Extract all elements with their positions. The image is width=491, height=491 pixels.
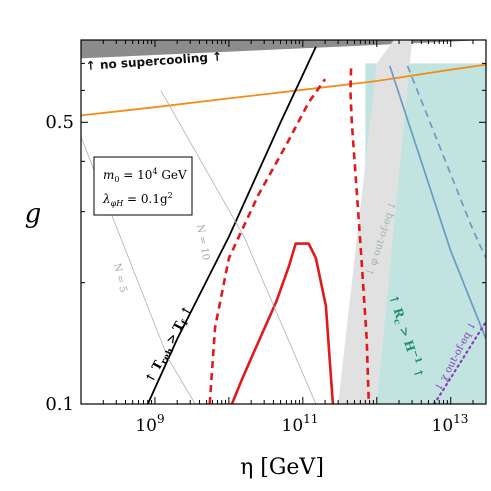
series-gray-n10 xyxy=(160,90,317,404)
rc-sub: c xyxy=(391,318,402,327)
x-tick-1e9-base: 10 xyxy=(135,416,157,436)
treh-post: ↑ xyxy=(176,303,195,322)
x-tick-label-1e13: 1013 xyxy=(432,412,469,436)
series-red-solid xyxy=(230,242,335,404)
series-red-dashed-right xyxy=(349,68,371,404)
lambda-sub: φH xyxy=(111,199,125,208)
series-orange xyxy=(81,63,486,117)
m-symbol: m xyxy=(103,168,114,182)
x-tick-1e11-exp: 11 xyxy=(303,412,318,426)
x-tick-label-1e9: 109 xyxy=(135,412,164,436)
x-tick-1e9-exp: 9 xyxy=(157,412,165,426)
m-unit: GeV xyxy=(158,168,188,182)
series-red-dashed-left xyxy=(208,78,327,404)
y-tick-label-0.5: 0.5 xyxy=(45,112,74,133)
rc-sup: −1 xyxy=(409,349,423,365)
shaded-regions xyxy=(81,40,486,404)
m-sub: 0 xyxy=(114,175,119,184)
y-tick-label-0.1: 0.1 xyxy=(45,394,74,415)
series-blue-solid xyxy=(388,65,486,340)
param-line2: λφH = 0.1g2 xyxy=(102,191,173,208)
series-black xyxy=(146,46,317,404)
param-box-frame xyxy=(93,156,193,216)
m-eq: = 10 xyxy=(119,168,152,182)
tf-sub: f xyxy=(180,318,191,327)
param-line1: m0 = 104 GeV xyxy=(103,167,187,184)
series-blue-dashed xyxy=(406,65,486,259)
x-axis-label: η [GeV] xyxy=(240,455,324,480)
param-box: m0 = 104 GeV λφH = 0.1g2 xyxy=(93,156,193,216)
rc-post: ↑ xyxy=(409,362,427,380)
x-tick-label-1e11: 1011 xyxy=(282,412,319,436)
m-exp: 4 xyxy=(152,167,157,176)
lambda-eq: = 0.1g xyxy=(123,192,168,206)
lambda-exp: 2 xyxy=(168,191,173,200)
plot-frame xyxy=(80,39,487,405)
y-axis-label: g xyxy=(25,199,42,229)
series-purple-dotted xyxy=(433,320,486,404)
x-tick-1e13-exp: 13 xyxy=(453,412,468,426)
x-tick-1e13-base: 10 xyxy=(432,416,454,436)
axis-ticks xyxy=(80,39,487,405)
lambda-symbol: λ xyxy=(102,192,111,206)
region-gray-light xyxy=(338,40,413,404)
x-tick-1e11-base: 10 xyxy=(282,416,304,436)
region-no-supercooling xyxy=(81,40,486,59)
plot-area: ↑ no supercooling ↑ N = 10 N = 5 ↑ Treh … xyxy=(81,40,486,404)
